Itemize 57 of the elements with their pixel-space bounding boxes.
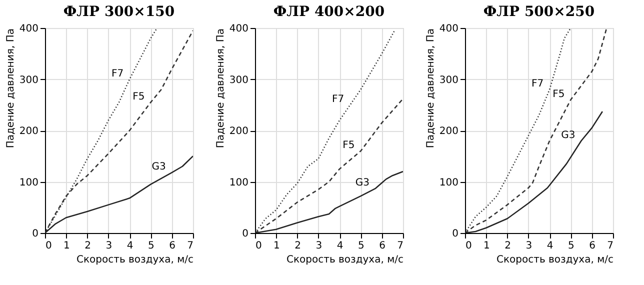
- y-tick-label: 200: [229, 126, 248, 137]
- x-tick-label: 0: [466, 240, 472, 252]
- chart-title: ФЛР 400×200: [273, 4, 385, 20]
- y-tick-label: 100: [439, 177, 458, 188]
- x-tick-label: 2: [84, 240, 91, 252]
- x-tick-label: 6: [589, 240, 596, 252]
- x-tick-label: 7: [397, 240, 404, 252]
- y-tick-label: 100: [19, 177, 38, 188]
- x-tick-label: 0: [256, 240, 262, 252]
- x-tick-label: 5: [568, 240, 574, 252]
- x-tick-label: 2: [294, 240, 301, 252]
- series-label: F7: [111, 68, 124, 80]
- y-axis-title: Падение давления, Па: [425, 28, 436, 148]
- series-label: G3: [355, 177, 370, 188]
- y-tick-label: 400: [229, 24, 248, 34]
- y-tick-label: 300: [229, 74, 248, 86]
- x-tick-label: 7: [187, 240, 194, 252]
- x-tick-label: 1: [483, 240, 490, 252]
- series-label: F7: [531, 78, 544, 90]
- series-label: F5: [552, 88, 565, 100]
- x-tick-label: 0: [46, 240, 52, 252]
- x-axis-title: Скорость воздуха, м/с: [76, 254, 194, 266]
- y-axis-title: Падение давления, Па: [5, 28, 16, 148]
- series-label: F7: [332, 94, 344, 105]
- series-label: F5: [342, 140, 355, 151]
- x-tick-label: 1: [63, 240, 70, 252]
- x-tick-label: 7: [607, 240, 614, 252]
- chart-title: ФЛР 300×150: [63, 4, 175, 20]
- y-tick-label: 400: [19, 24, 38, 34]
- x-tick-label: 6: [379, 240, 386, 252]
- x-tick-label: 4: [126, 240, 134, 252]
- x-tick-label: 2: [504, 240, 511, 252]
- x-axis-title: Скорость воздуха, м/с: [496, 254, 614, 266]
- x-tick-label: 4: [336, 240, 344, 252]
- x-tick-label: 5: [148, 240, 154, 252]
- y-tick-label: 300: [439, 74, 458, 86]
- x-tick-label: 1: [273, 240, 280, 252]
- x-tick-label: 5: [358, 240, 364, 252]
- series-label: F5: [132, 91, 145, 102]
- x-tick-label: 4: [546, 240, 554, 252]
- y-tick-label: 0: [452, 228, 458, 240]
- y-axis-title: Падение давления, Па: [215, 28, 226, 148]
- y-tick-label: 0: [32, 228, 38, 240]
- y-tick-label: 200: [439, 126, 458, 137]
- series-label: G3: [561, 130, 576, 141]
- x-tick-label: 3: [316, 240, 322, 252]
- y-tick-label: 0: [242, 228, 248, 240]
- y-tick-label: 400: [439, 24, 458, 34]
- x-tick-label: 3: [106, 240, 112, 252]
- y-tick-label: 300: [19, 74, 38, 86]
- chart-title: ФЛР 500×250: [483, 4, 595, 20]
- series-label: G3: [152, 162, 166, 173]
- y-tick-label: 100: [229, 177, 248, 188]
- y-tick-label: 200: [19, 126, 38, 137]
- x-tick-label: 3: [526, 240, 532, 252]
- x-axis-title: Скорость воздуха, м/с: [286, 254, 404, 266]
- x-tick-label: 6: [169, 240, 176, 252]
